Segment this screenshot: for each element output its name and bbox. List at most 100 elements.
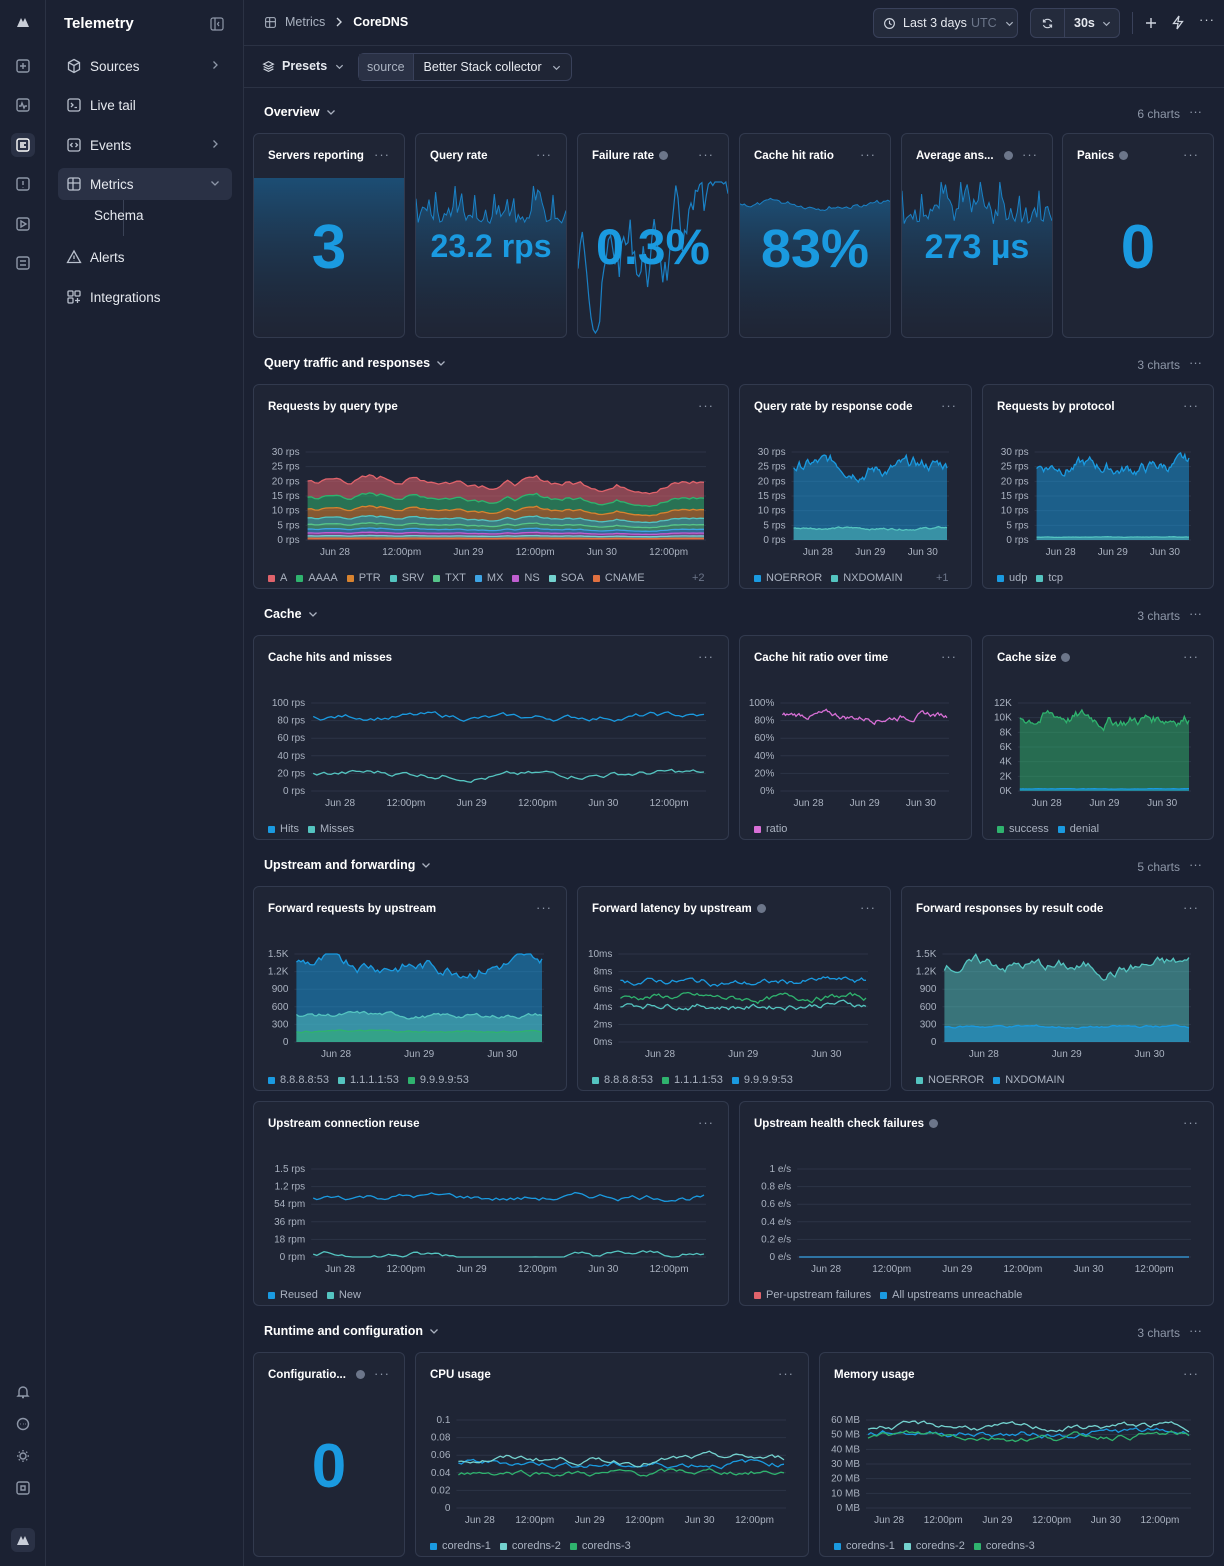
legend-item[interactable]: 9.9.9.9:53 bbox=[407, 1074, 469, 1086]
legend-item[interactable]: ratio bbox=[754, 823, 787, 835]
legend-item[interactable]: 1.1.1.1:53 bbox=[661, 1074, 723, 1086]
legend-item[interactable]: success bbox=[997, 823, 1049, 835]
flag-icon[interactable] bbox=[11, 212, 35, 236]
legend-item[interactable]: A bbox=[268, 572, 287, 584]
legend-item[interactable]: coredns-1 bbox=[430, 1540, 491, 1552]
legend-item[interactable]: Per-upstream failures bbox=[754, 1289, 871, 1301]
more-options-icon[interactable]: ··· bbox=[1183, 649, 1199, 664]
more-options-icon[interactable]: ··· bbox=[1189, 857, 1202, 872]
sidebar-item-alerts[interactable]: Alerts bbox=[58, 241, 232, 273]
legend-item[interactable]: coredns-3 bbox=[569, 1540, 631, 1552]
section-overview[interactable]: Overview bbox=[264, 105, 336, 119]
more-options-icon[interactable]: ··· bbox=[536, 900, 552, 915]
more-options-icon[interactable]: ··· bbox=[1189, 606, 1202, 621]
legend-item[interactable]: NXDOMAIN bbox=[993, 1074, 1065, 1086]
legend-item[interactable]: Hits bbox=[268, 823, 299, 835]
theme-icon[interactable] bbox=[11, 1444, 35, 1468]
more-options-icon[interactable]: ··· bbox=[1189, 1323, 1202, 1338]
more-options-icon[interactable]: ··· bbox=[941, 398, 957, 413]
legend-item[interactable]: NXDOMAIN bbox=[831, 572, 903, 584]
more-options-icon[interactable]: ··· bbox=[1199, 12, 1215, 27]
sidebar-item-live-tail[interactable]: Live tail bbox=[58, 89, 232, 121]
info-icon[interactable] bbox=[756, 904, 766, 913]
more-options-icon[interactable]: ··· bbox=[1183, 1366, 1199, 1381]
lightning-icon[interactable] bbox=[1171, 15, 1185, 30]
stat-card[interactable]: Average ans... ··· 273 µs bbox=[901, 133, 1053, 338]
legend-item[interactable]: coredns-2 bbox=[499, 1540, 561, 1552]
more-options-icon[interactable]: ··· bbox=[698, 398, 714, 413]
chart-card-cache-size[interactable]: 0K 2K 4K 6K 8K 10K 12K Jun 28 Jun 29 Jun 30 Cache … bbox=[982, 635, 1214, 840]
stat-card[interactable]: Servers reporting ··· 3 bbox=[253, 133, 405, 338]
legend-item[interactable]: Misses bbox=[307, 823, 354, 835]
legend-item[interactable]: SRV bbox=[389, 572, 424, 584]
legend-item[interactable]: denial bbox=[1057, 823, 1099, 835]
legend-item[interactable]: 9.9.9.9:53 bbox=[731, 1074, 793, 1086]
chart-card-requests-by-query-type[interactable]: 0 rps 5 rps 10 rps 15 rps 20 rps 25 rps 30 rps… bbox=[253, 384, 729, 589]
section-runtime[interactable]: Runtime and configuration bbox=[264, 1324, 439, 1338]
info-icon[interactable] bbox=[355, 1370, 365, 1379]
legend-item[interactable]: coredns-1 bbox=[834, 1540, 895, 1552]
legend-item[interactable]: AAAA bbox=[296, 572, 338, 584]
legend-more[interactable]: +1 bbox=[936, 572, 949, 584]
more-options-icon[interactable]: ··· bbox=[374, 1366, 390, 1381]
section-cache[interactable]: Cache bbox=[264, 607, 318, 621]
refresh-interval[interactable]: 30s bbox=[1074, 16, 1095, 30]
chart-card-cpu-usage[interactable]: 0 0.02 0.04 0.06 0.08 0.1 Jun 28 12:00pm Jun 29 1… bbox=[415, 1352, 809, 1557]
legend-item[interactable]: NS bbox=[512, 572, 540, 584]
section-query-traffic[interactable]: Query traffic and responses bbox=[264, 356, 446, 370]
chart-card-query-rate-by-response-code[interactable]: 0 rps 5 rps 10 rps 15 rps 20 rps 25 rps 30 rps… bbox=[739, 384, 972, 589]
sidebar-item-events[interactable]: Events bbox=[58, 129, 232, 161]
chat-icon[interactable] bbox=[11, 1412, 35, 1436]
legend-more[interactable]: +2 bbox=[692, 572, 705, 584]
legend-item[interactable]: Reused bbox=[268, 1289, 318, 1301]
chart-card-forward-latency-by-upstream[interactable]: 0ms 2ms 4ms 6ms 8ms 10ms Jun 28 Jun 29 Jun 30 For… bbox=[577, 886, 891, 1091]
more-options-icon[interactable]: ··· bbox=[1183, 1115, 1199, 1130]
chart-card-cache-hits-and-misses[interactable]: 0 rps 20 rps 40 rps 60 rps 80 rps 100 rps Jun … bbox=[253, 635, 729, 840]
more-options-icon[interactable]: ··· bbox=[1189, 104, 1202, 119]
sidebar-item-schema[interactable]: Schema bbox=[94, 208, 144, 223]
telemetry-icon[interactable] bbox=[11, 133, 35, 157]
legend-item[interactable]: SOA bbox=[548, 572, 584, 584]
stat-card[interactable]: Failure rate ··· 0.3% bbox=[577, 133, 729, 338]
legend-item[interactable]: NOERROR bbox=[754, 572, 822, 584]
more-options-icon[interactable]: ··· bbox=[374, 147, 390, 162]
chart-card-upstream-health-check-failures[interactable]: 0 e/s 0.2 e/s 0.4 e/s 0.6 e/s 0.8 e/s 1 e/s Ju… bbox=[739, 1101, 1214, 1306]
section-upstream[interactable]: Upstream and forwarding bbox=[264, 858, 431, 872]
chart-card-cache-hit-ratio-over-time[interactable]: 0% 20% 40% 60% 80% 100% Jun 28 Jun 29 Jun 30 Cach… bbox=[739, 635, 972, 840]
more-options-icon[interactable]: ··· bbox=[1183, 147, 1199, 162]
info-icon[interactable] bbox=[1061, 653, 1071, 662]
info-icon[interactable] bbox=[659, 151, 668, 160]
more-options-icon[interactable]: ··· bbox=[698, 1115, 714, 1130]
more-options-icon[interactable]: ··· bbox=[941, 649, 957, 664]
legend-item[interactable]: coredns-2 bbox=[903, 1540, 965, 1552]
more-options-icon[interactable]: ··· bbox=[698, 649, 714, 664]
legend-item[interactable]: CNAME bbox=[592, 572, 645, 584]
time-range-select[interactable]: Last 3 days UTC bbox=[873, 8, 1018, 38]
sidebar-collapse-icon[interactable] bbox=[210, 17, 224, 31]
legend-item[interactable]: MX bbox=[474, 572, 503, 584]
sidebar-item-sources[interactable]: Sources bbox=[58, 50, 232, 82]
info-icon[interactable] bbox=[929, 1119, 939, 1128]
incident-icon[interactable] bbox=[11, 172, 35, 196]
more-options-icon[interactable]: ··· bbox=[1022, 147, 1038, 162]
command-icon[interactable] bbox=[11, 1476, 35, 1500]
legend-item[interactable]: 1.1.1.1:53 bbox=[337, 1074, 399, 1086]
more-options-icon[interactable]: ··· bbox=[860, 147, 876, 162]
refresh-control[interactable]: 30s bbox=[1030, 8, 1120, 38]
sidebar-item-metrics[interactable]: Metrics bbox=[58, 168, 232, 200]
logo-icon[interactable] bbox=[11, 10, 35, 34]
chart-card-requests-by-protocol[interactable]: 0 rps 5 rps 10 rps 15 rps 20 rps 25 rps 30 rps… bbox=[982, 384, 1214, 589]
stat-card[interactable]: Panics ··· 0 bbox=[1062, 133, 1214, 338]
legend-item[interactable]: tcp bbox=[1036, 572, 1063, 584]
info-icon[interactable] bbox=[1119, 151, 1129, 160]
presets-button[interactable]: Presets bbox=[262, 59, 344, 73]
chart-card-memory-usage[interactable]: 0 MB 10 MB 20 MB 30 MB 40 MB 50 MB 60 MB Jun 28… bbox=[819, 1352, 1214, 1557]
activity-icon[interactable] bbox=[11, 93, 35, 117]
legend-item[interactable]: All upstreams unreachable bbox=[880, 1289, 1022, 1301]
legend-item[interactable]: 8.8.8.8:53 bbox=[268, 1074, 329, 1086]
legend-item[interactable]: 8.8.8.8:53 bbox=[592, 1074, 653, 1086]
more-options-icon[interactable]: ··· bbox=[1183, 900, 1199, 915]
plus-icon[interactable] bbox=[1144, 16, 1158, 30]
bell-icon[interactable] bbox=[11, 1380, 35, 1404]
legend-item[interactable]: NOERROR bbox=[916, 1074, 984, 1086]
